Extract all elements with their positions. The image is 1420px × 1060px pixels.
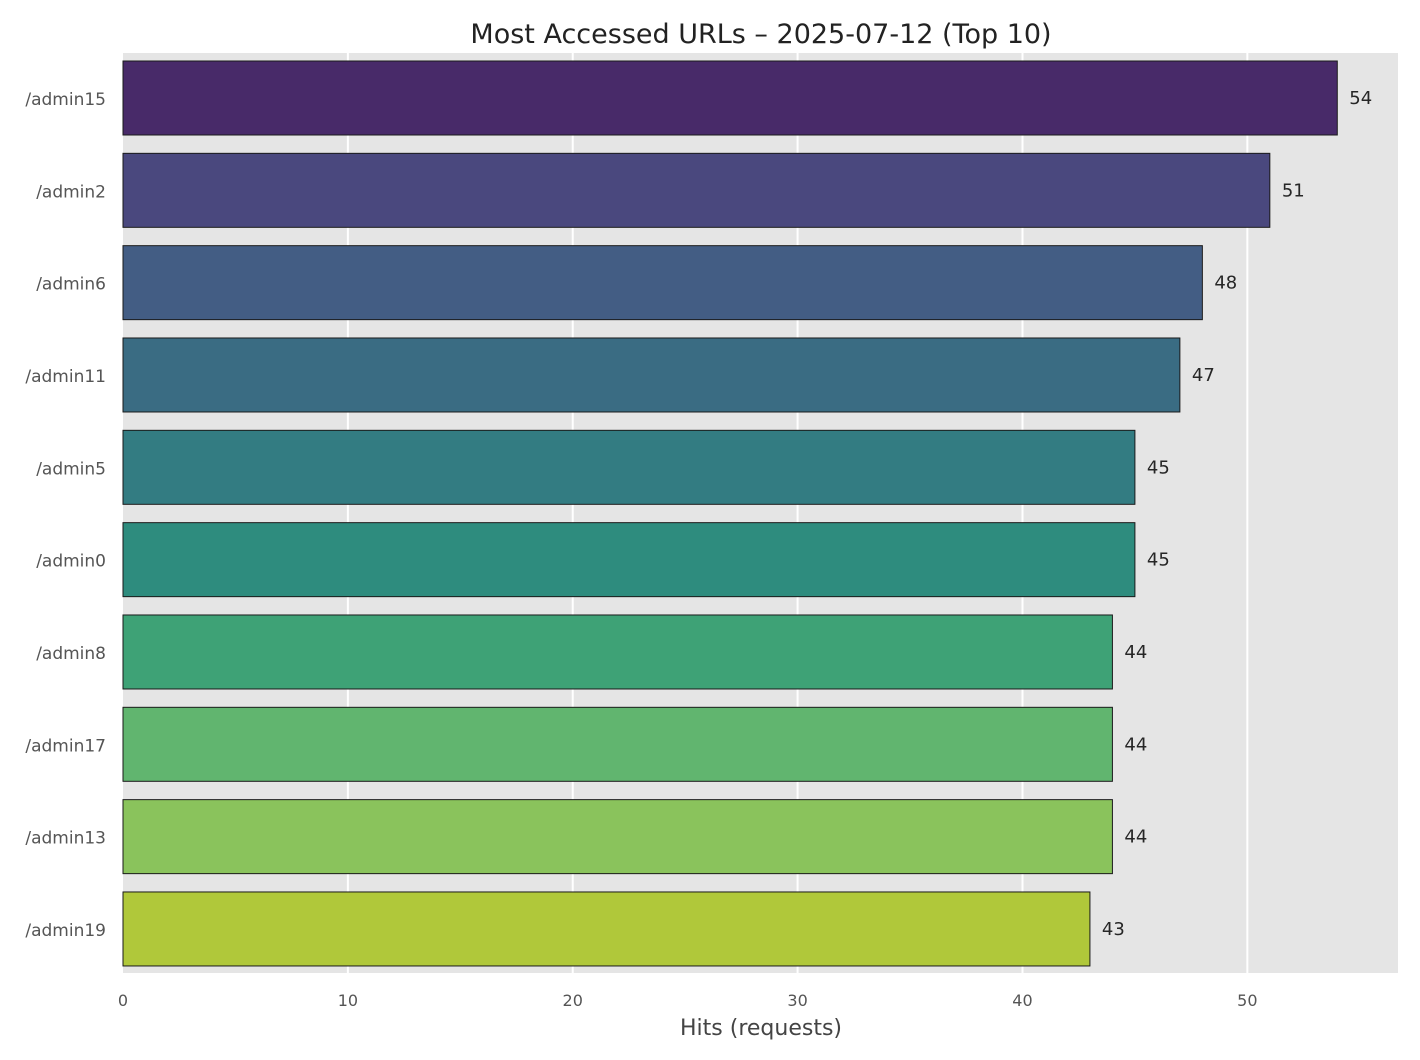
x-tick-labels: 0 10 20 30 40 50 [118, 991, 1258, 1010]
y-tick-label: /admin15 [25, 90, 106, 110]
data-label: 44 [1124, 734, 1147, 755]
y-tick-label: /admin17 [25, 736, 106, 756]
bar [122, 429, 1136, 505]
x-tick-label: 0 [118, 991, 128, 1010]
bar [122, 522, 1136, 598]
bar [122, 337, 1181, 413]
y-tick-label: /admin11 [25, 367, 106, 387]
y-tick-label: /admin19 [25, 921, 106, 941]
bar [122, 799, 1113, 875]
x-tick-label: 40 [1012, 991, 1032, 1010]
data-labels: 54 51 48 47 45 45 44 44 44 43 [1102, 88, 1372, 940]
data-label: 48 [1214, 273, 1237, 294]
data-label: 45 [1147, 457, 1170, 478]
y-tick-label: /admin2 [36, 182, 106, 202]
y-tick-labels: /admin15/admin2/admin6/admin11/admin5/ad… [25, 90, 106, 941]
data-label: 45 [1147, 550, 1170, 571]
bars [122, 60, 1338, 967]
bar [122, 614, 1113, 690]
data-label: 44 [1124, 827, 1147, 848]
data-label: 43 [1102, 919, 1125, 940]
y-tick-label: /admin0 [36, 552, 106, 572]
bar [122, 60, 1338, 136]
data-label: 54 [1349, 88, 1372, 109]
data-label: 51 [1282, 180, 1305, 201]
bar [122, 891, 1091, 967]
data-label: 47 [1192, 365, 1215, 386]
x-tick-label: 30 [787, 991, 807, 1010]
data-label: 44 [1124, 642, 1147, 663]
bar [122, 152, 1271, 228]
bar [122, 245, 1203, 321]
x-axis-label: Hits (requests) [680, 1016, 842, 1041]
bar [122, 706, 1113, 782]
y-tick-label: /admin8 [36, 644, 106, 664]
x-tick-label: 10 [338, 991, 358, 1010]
chart-title: Most Accessed URLs – 2025-07-12 (Top 10) [470, 19, 1051, 50]
y-tick-label: /admin13 [25, 829, 106, 849]
x-tick-label: 50 [1237, 991, 1257, 1010]
x-tick-label: 20 [563, 991, 583, 1010]
y-tick-label: /admin6 [36, 275, 106, 295]
y-tick-label: /admin5 [36, 459, 106, 479]
